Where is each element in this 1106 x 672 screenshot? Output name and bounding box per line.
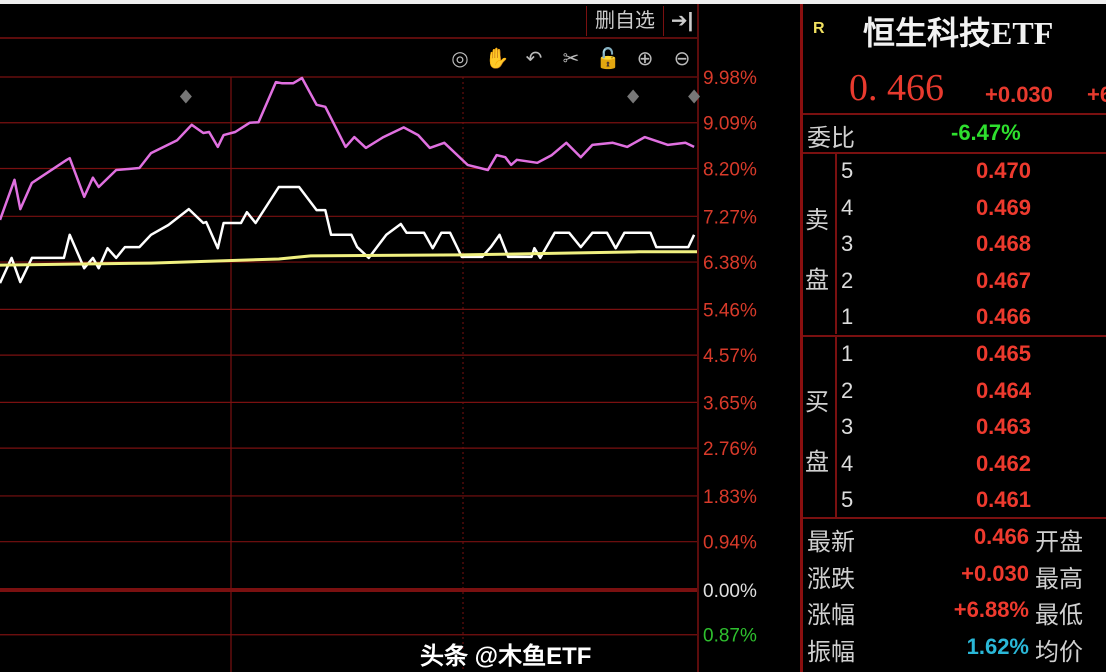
price: 0.461 xyxy=(975,487,1031,513)
y-tick-label: 0.94% xyxy=(703,533,757,554)
stat-value: +6.88% xyxy=(953,597,1029,623)
y-tick-label: 4.57% xyxy=(703,346,757,367)
sell-row[interactable]: 3 0.468 xyxy=(837,227,1106,263)
price: 0.469 xyxy=(975,194,1031,220)
last-price: 0. 466 xyxy=(849,67,944,109)
price: 0.468 xyxy=(975,231,1031,257)
stat-name: 振幅 xyxy=(807,638,855,666)
stat-name-2: 最高 xyxy=(1035,565,1083,593)
level: 3 xyxy=(841,231,854,257)
undo-icon[interactable]: ↶ xyxy=(525,48,543,70)
divider xyxy=(803,335,1106,337)
intraday-chart[interactable]: 9.98% 9.09% 8.20% 7.27% 6.38% 5.46% 4.57% 3.65%… xyxy=(0,0,800,672)
level: 4 xyxy=(841,194,854,220)
stat-name-2: 开盘 xyxy=(1035,529,1083,556)
r-badge: R xyxy=(813,20,825,37)
level: 1 xyxy=(841,341,854,366)
price: 0.463 xyxy=(975,414,1031,440)
top-edge xyxy=(0,0,1106,4)
eye-icon[interactable]: ◎ xyxy=(451,48,469,70)
lock-icon[interactable]: 🔓 xyxy=(595,48,621,70)
avg-line-white xyxy=(0,185,696,284)
level: 2 xyxy=(841,377,854,403)
price-line xyxy=(0,76,695,221)
y-tick-label: 0.00% xyxy=(703,581,757,602)
stat-row: 最新 0.466 开盘 xyxy=(807,520,1106,556)
level: 5 xyxy=(841,487,854,513)
price-change-pct: +6 xyxy=(1087,82,1106,107)
marker-diamond xyxy=(627,89,640,104)
y-tick-label: 9.09% xyxy=(703,114,757,135)
stat-row: 涨幅 +6.88% 最低 xyxy=(807,593,1106,629)
sell-row[interactable]: 2 0.467 xyxy=(837,264,1106,300)
y-tick-label: 8.20% xyxy=(703,159,757,180)
remove-watchlist-button[interactable]: 删自选 xyxy=(586,6,663,36)
buy-row[interactable]: 4 0.462 xyxy=(837,447,1106,483)
marker-diamond xyxy=(688,89,701,104)
y-tick-label: 0.87% xyxy=(703,626,757,647)
stat-value: 1.62% xyxy=(966,633,1029,659)
level: 4 xyxy=(841,450,854,476)
price: 0.466 xyxy=(975,304,1031,330)
price: 0.467 xyxy=(975,267,1031,293)
divider xyxy=(835,154,837,334)
hand-icon[interactable]: ✋ xyxy=(484,48,510,70)
stat-value: +0.030 xyxy=(961,560,1029,586)
exit-arrow-icon[interactable]: ➔| xyxy=(663,6,700,36)
y-tick-label: 6.38% xyxy=(703,253,757,274)
divider xyxy=(803,152,1106,154)
sell-label-2: 盘 xyxy=(805,267,829,294)
stat-value: 0.466 xyxy=(973,524,1029,549)
level: 1 xyxy=(841,304,854,330)
stat-name: 涨跌 xyxy=(807,565,855,593)
price: 0.465 xyxy=(975,341,1031,366)
y-tick-label: 9.98% xyxy=(703,68,757,89)
stat-name: 涨幅 xyxy=(807,602,855,630)
scissors-icon[interactable]: ✂ xyxy=(562,48,580,70)
divider xyxy=(803,113,1106,115)
price-change: +0.030 xyxy=(985,82,1053,107)
buy-row[interactable]: 5 0.461 xyxy=(837,483,1106,519)
price: 0.462 xyxy=(975,450,1031,476)
stat-name-2: 最低 xyxy=(1035,602,1083,630)
y-tick-label: 2.76% xyxy=(703,439,757,460)
weibi-label: 委比 xyxy=(807,125,855,152)
sell-row[interactable]: 1 0.466 xyxy=(837,300,1106,336)
marker-diamond xyxy=(179,89,192,104)
sell-label-1: 卖 xyxy=(805,207,829,234)
price: 0.464 xyxy=(975,377,1031,403)
sell-row[interactable]: 5 0.470 xyxy=(837,154,1106,190)
y-tick-label: 1.83% xyxy=(703,487,757,508)
divider xyxy=(835,337,837,517)
buy-row[interactable]: 2 0.464 xyxy=(837,374,1106,410)
divider xyxy=(803,517,1106,519)
sell-row[interactable]: 4 0.469 xyxy=(837,191,1106,227)
avg-line-yellow xyxy=(0,250,697,267)
stat-name-2: 均价 xyxy=(1035,638,1083,666)
buy-row[interactable]: 1 0.465 xyxy=(837,337,1106,373)
security-name: 恒生科技ETF xyxy=(863,15,1054,51)
stat-name: 最新 xyxy=(807,529,855,556)
y-tick-label: 7.27% xyxy=(703,207,757,228)
level: 5 xyxy=(841,158,854,183)
zoom-out-icon[interactable]: ⊖ xyxy=(673,48,691,70)
stat-row: 涨跌 +0.030 最高 xyxy=(807,557,1106,593)
weibi-value: -6.47% xyxy=(951,120,1021,145)
buy-row[interactable]: 3 0.463 xyxy=(837,410,1106,446)
price: 0.470 xyxy=(975,158,1031,183)
level: 3 xyxy=(841,414,854,440)
stat-row: 振幅 1.62% 均价 xyxy=(807,630,1106,666)
zoom-in-icon[interactable]: ⊕ xyxy=(636,48,654,70)
y-tick-label: 3.65% xyxy=(703,393,757,414)
buy-label-1: 买 xyxy=(805,389,829,416)
watermark: 头条 @木鱼ETF xyxy=(420,643,592,670)
level: 2 xyxy=(841,267,854,293)
y-tick-label: 5.46% xyxy=(703,300,757,321)
quote-panel: R 恒生科技ETF 0. 466 +0.030 +6 委比 -6.47% 卖 盘… xyxy=(800,4,1106,672)
buy-label-2: 盘 xyxy=(805,449,829,476)
